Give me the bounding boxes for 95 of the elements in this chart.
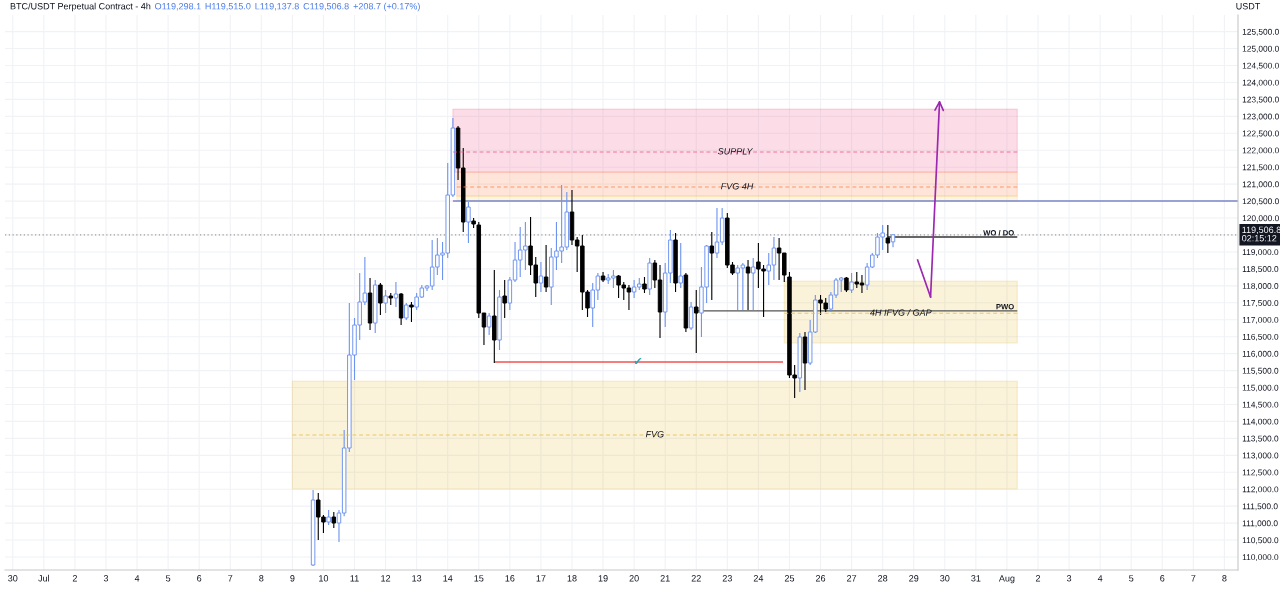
y-tick-label: 116,000.0 (1242, 350, 1279, 358)
text: +208.7 (+0.17%) (353, 2, 420, 12)
candlestick (538, 261, 544, 293)
x-tick-label: 7 (1191, 575, 1196, 582)
series-label: 4H IFVG / GAP (869, 309, 932, 316)
x-tick-label: 15 (474, 575, 484, 582)
y-axis-title: USDT (1236, 3, 1261, 10)
x-tick-label: 5 (165, 575, 171, 582)
y-tick-label: 121,500.0 (1242, 164, 1279, 172)
x-tick-label: 2 (1035, 575, 1041, 582)
y-tick-label: 120,000.0 (1242, 215, 1279, 223)
y-tick-label: 117,000.0 (1242, 316, 1279, 324)
y-tick-label: 114,000.0 (1242, 418, 1279, 426)
y-tick-label: 124,500.0 (1242, 62, 1279, 70)
x-tick-label: 25 (784, 575, 795, 582)
y-tick-label: 121,000.0 (1242, 181, 1279, 189)
candlestick (802, 331, 808, 391)
x-tick-label: 21 (660, 575, 670, 582)
y-tick-label: 114,500.0 (1242, 401, 1279, 409)
x-tick-label: 30 (940, 575, 950, 582)
x-tick-label: 31 (971, 575, 981, 582)
series-label: FVG (645, 431, 664, 438)
candlestick (600, 271, 606, 283)
x-tick-label: 4 (1097, 575, 1103, 582)
y-tick-label: 118,500.0 (1242, 266, 1279, 273)
candlestick (367, 277, 373, 331)
y-tick-label: 123,500.0 (1242, 96, 1279, 104)
y-tick-label: 115,500.0 (1242, 367, 1279, 375)
candlestick (745, 259, 751, 311)
y-tick-label: 111,500.0 (1242, 503, 1278, 511)
y-tick-label: 118,000.0 (1242, 283, 1279, 290)
y-tick-label: 125,500.0 (1242, 28, 1279, 36)
series-label: FVG 4H (721, 183, 754, 190)
y-tick-label: 124,000.0 (1242, 79, 1279, 87)
y-tick-label: 119,000.0 (1242, 249, 1279, 257)
text: H119,515.0 (205, 3, 251, 11)
x-tick-label: 4 (134, 575, 140, 582)
x-tick-label: 7 (228, 575, 233, 582)
candlestick (486, 312, 492, 336)
x-tick-label: 9 (290, 575, 295, 582)
x-tick-label: 14 (443, 575, 453, 582)
x-tick-label: 12 (381, 575, 391, 582)
chart-title: BTC/USDT Perpetual Contract - 4h (10, 2, 151, 12)
x-tick-label: 3 (1066, 575, 1072, 582)
x-tick-label: 18 (567, 575, 577, 582)
y-tick-label: 123,000.0 (1242, 113, 1279, 121)
x-tick-label: 2 (72, 575, 77, 582)
x-tick-label: 19 (598, 575, 608, 582)
y-tick-label: 115,000.0 (1242, 384, 1279, 392)
y-tick-label: 112,000.0 (1242, 486, 1279, 494)
x-tick-label: Aug (998, 575, 1015, 584)
series-label: SUPPLY (717, 148, 754, 155)
x-tick-label: 6 (1160, 575, 1165, 582)
y-tick-label: 110,000.0 (1242, 554, 1279, 562)
x-tick-label: 17 (536, 575, 546, 582)
text: O119,298.1 (155, 3, 201, 11)
text: C119,506.8 (303, 3, 349, 11)
candlestick (683, 272, 689, 333)
candlestick (492, 269, 497, 364)
x-tick-label: 20 (629, 575, 639, 582)
x-tick-label: 11 (350, 575, 359, 582)
x-tick-label: 3 (103, 575, 109, 582)
x-tick-label: 10 (319, 575, 329, 582)
y-tick-label: 110,500.0 (1242, 537, 1279, 545)
x-tick-label: 8 (259, 575, 264, 582)
y-tick-label: 113,000.0 (1242, 452, 1279, 460)
x-tick-label: 8 (1222, 575, 1227, 582)
x-tick-label: 5 (1129, 575, 1134, 582)
annotation: ✔ (634, 358, 642, 365)
text: L119,137.8 (255, 3, 299, 11)
y-tick-label: 117,500.0 (1242, 299, 1279, 307)
x-tick-label: 28 (878, 575, 888, 582)
x-tick-label: 27 (847, 575, 857, 582)
y-tick-label: 120,500.0 (1242, 198, 1279, 206)
x-tick-label: 26 (815, 575, 826, 582)
candlestick (543, 244, 549, 293)
ref-line-label: 119,506.8 02:15:12 (1242, 226, 1280, 242)
x-tick-label: 24 (753, 575, 764, 582)
y-tick-label: 113,500.0 (1242, 435, 1279, 443)
x-tick-label: 23 (722, 575, 732, 582)
y-tick-label: 112,500.0 (1242, 469, 1279, 477)
y-tick-label: 116,500.0 (1242, 333, 1279, 341)
candlestick (393, 281, 399, 308)
y-tick-label: 122,500.0 (1242, 130, 1279, 138)
x-tick-label: 6 (197, 575, 202, 582)
x-tick-label: 16 (505, 575, 515, 582)
y-tick-label: 111,000.0 (1242, 520, 1278, 528)
x-tick-label: 29 (909, 575, 919, 582)
candlestick (688, 301, 694, 331)
x-tick-label: 30 (8, 575, 18, 582)
x-tick-label: 13 (412, 575, 422, 582)
x-tick-label: Jul (38, 574, 49, 582)
y-tick-label: 125,000.0 (1242, 45, 1279, 53)
x-tick-label: 22 (691, 575, 701, 582)
y-tick-label: 122,000.0 (1242, 147, 1279, 155)
